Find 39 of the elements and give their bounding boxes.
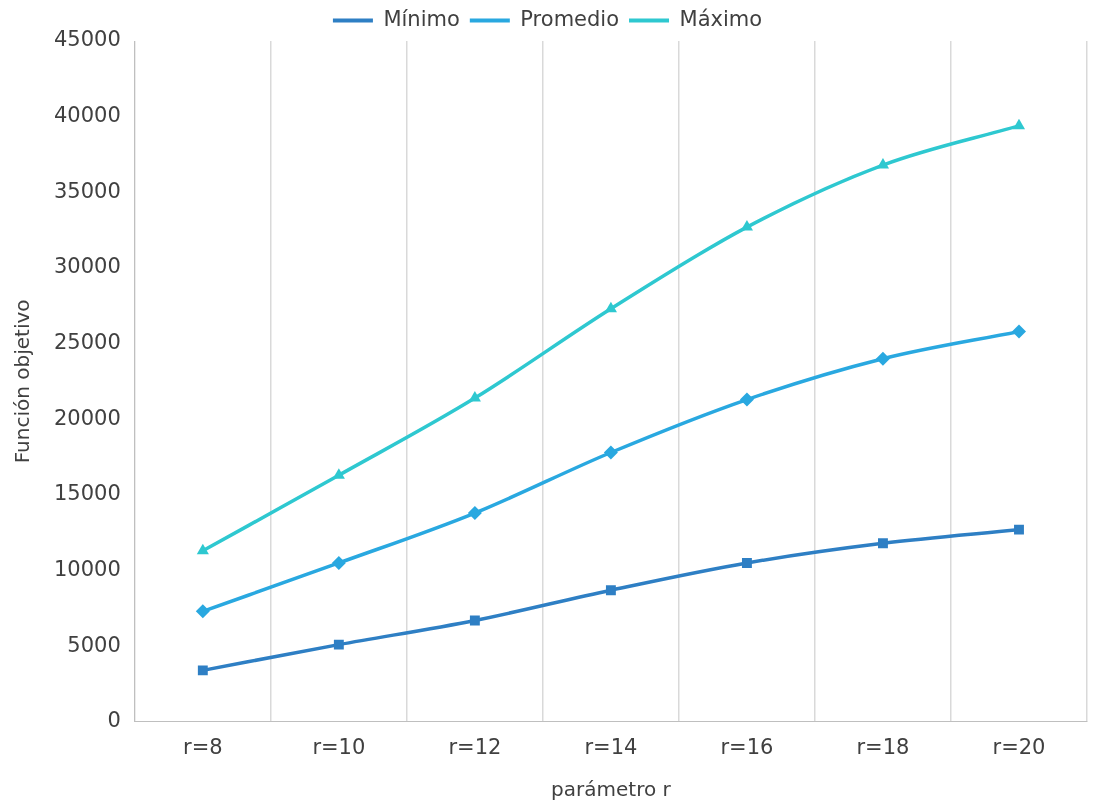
point <box>1011 324 1026 339</box>
x-tick-label: r=8 <box>183 734 223 759</box>
point <box>875 351 890 366</box>
y-tick-label: 40000 <box>53 103 121 128</box>
legend-label: Mínimo <box>383 6 460 31</box>
x-tick-label: r=14 <box>584 734 638 759</box>
x-tick-label: r=16 <box>720 734 774 759</box>
point <box>469 615 480 626</box>
point <box>878 538 888 549</box>
point <box>333 639 344 650</box>
y-tick-label: 30000 <box>53 254 121 279</box>
x-tick-label: r=10 <box>312 734 366 759</box>
point <box>331 555 346 570</box>
point <box>1014 524 1024 535</box>
point <box>1012 118 1026 130</box>
point <box>196 543 209 555</box>
x-tick-label: r=20 <box>992 734 1046 759</box>
point <box>876 158 890 169</box>
y-tick-label: 45000 <box>53 27 121 52</box>
point <box>741 558 752 568</box>
y-tick-label: 10000 <box>53 556 121 581</box>
y-tick-label: 15000 <box>53 481 121 506</box>
point <box>197 665 208 676</box>
x-tick-label: r=18 <box>856 734 910 759</box>
x-tick-label: r=12 <box>448 734 502 759</box>
y-tick-label: 25000 <box>53 330 121 355</box>
point <box>603 445 618 460</box>
legend-label: Máximo <box>679 6 763 31</box>
point <box>739 392 754 407</box>
point <box>195 604 210 619</box>
point <box>605 585 616 596</box>
point <box>467 506 482 521</box>
x-axis-title: parámetro r <box>551 777 672 802</box>
y-tick-label: 5000 <box>67 632 121 657</box>
y-tick-label: 35000 <box>53 178 121 203</box>
legend-label: Promedio <box>520 6 620 31</box>
y-tick-label: 0 <box>107 708 121 733</box>
y-tick-label: 20000 <box>53 405 121 430</box>
y-axis-title: Función objetivo <box>10 299 35 464</box>
